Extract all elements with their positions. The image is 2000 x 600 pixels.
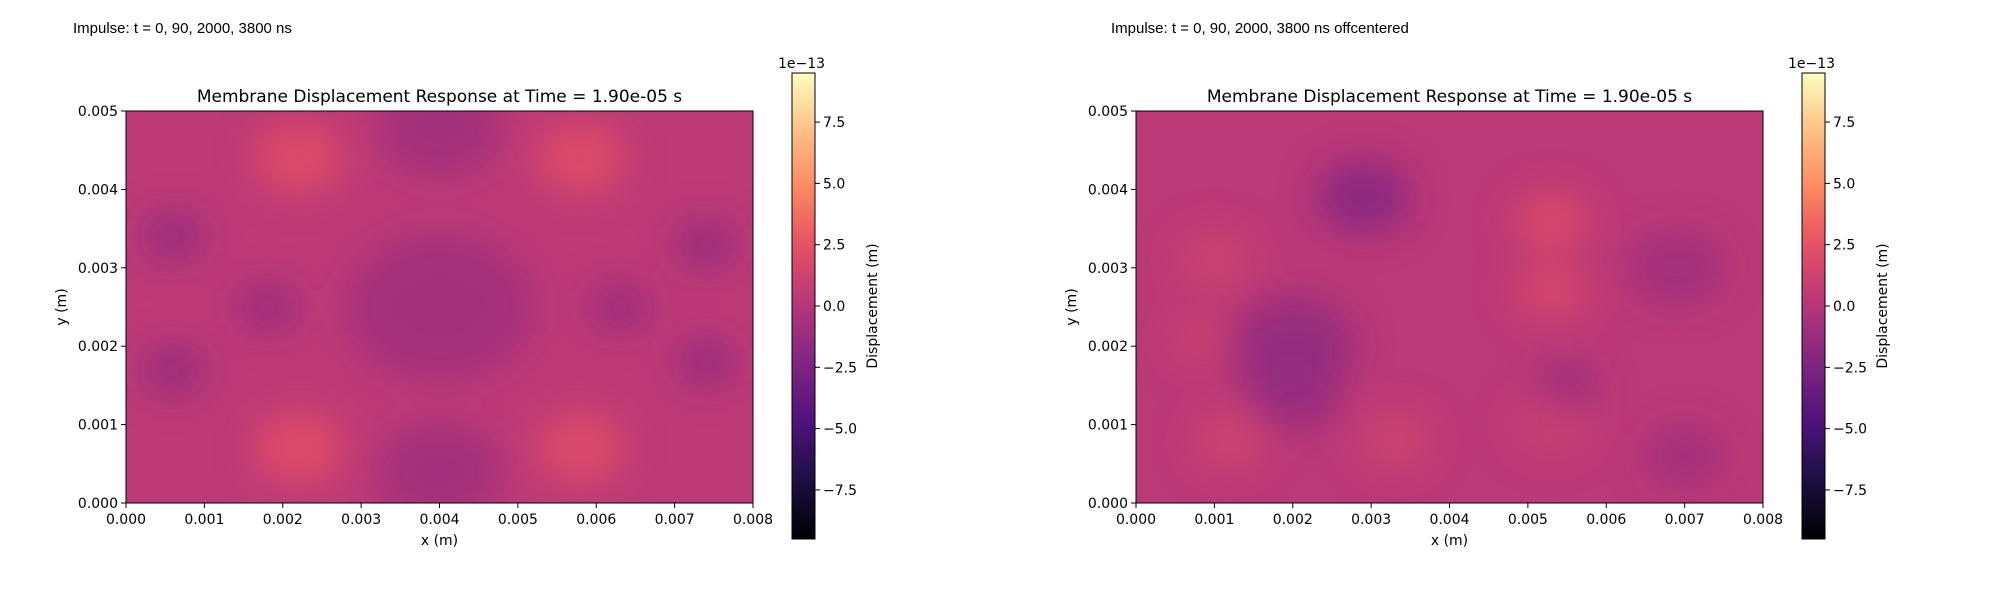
colorbar-label: Displacement (m): [1875, 243, 1891, 368]
y-tick-label: 0.004: [1088, 182, 1128, 198]
colorbar: [1801, 72, 1826, 540]
y-tick-label: 0.002: [78, 339, 118, 355]
panel-right-title: Impulse: t = 0, 90, 2000, 3800 ns offcen…: [1111, 20, 1409, 37]
heatmap-feature: [1355, 409, 1434, 471]
x-tick-label: 0.008: [733, 512, 773, 528]
y-axis-label: y (m): [1064, 288, 1080, 325]
colorbar-tick-label: −7.5: [823, 483, 857, 499]
heatmap-feature: [345, 233, 534, 381]
x-tick-label: 0.003: [341, 512, 381, 528]
y-tick-label: 0.003: [78, 261, 118, 277]
x-tick-label: 0.004: [1429, 512, 1469, 528]
x-axis-label: x (m): [421, 533, 458, 549]
y-tick-label: 0.000: [78, 496, 118, 512]
colorbar-tick-label: 5.0: [1833, 176, 1855, 192]
heatmap-field-0: [126, 111, 753, 503]
heatmap-feature: [376, 422, 503, 503]
x-tick-label: 0.005: [1508, 512, 1548, 528]
colorbar-tick-label: −5.0: [1833, 422, 1867, 438]
colorbar: [791, 72, 816, 540]
x-tick-label: 0.006: [576, 512, 616, 528]
heatmap-feature: [141, 211, 205, 261]
heatmap-feature: [1175, 229, 1254, 291]
y-tick-label: 0.004: [78, 182, 118, 198]
heatmap-feature: [1190, 409, 1270, 471]
panel-left-title: Impulse: t = 0, 90, 2000, 3800 ns: [73, 20, 292, 37]
y-tick-label: 0.003: [1088, 261, 1128, 277]
heatmap-feature: [674, 219, 738, 269]
colorbar-tick-label: 2.5: [1833, 238, 1855, 254]
heatmap-feature: [1512, 190, 1591, 252]
heatmap-feature: [1512, 260, 1591, 322]
colorbar-exponent: 1e−13: [1788, 56, 1835, 72]
x-tick-label: 0.004: [419, 512, 459, 528]
colorbar-tick-label: −2.5: [1833, 360, 1867, 376]
x-axis-label: x (m): [1431, 533, 1468, 549]
heatmap-feature: [251, 411, 346, 485]
x-tick-label: 0.002: [263, 512, 303, 528]
colorbar-tick-label: 0.0: [1833, 299, 1855, 315]
heatmap-feature: [1629, 231, 1724, 305]
y-tick-label: 0.005: [78, 104, 118, 120]
y-tick-label: 0.001: [78, 418, 118, 434]
heatmap-feature: [1645, 425, 1724, 487]
y-tick-label: 0.002: [1088, 339, 1128, 355]
colorbar-label: Displacement (m): [865, 243, 881, 368]
heatmap-feature: [1316, 160, 1411, 234]
heatmap-feature: [1535, 360, 1599, 410]
heatmap-feature: [251, 121, 346, 195]
heatmap-feature: [674, 337, 738, 387]
colorbar-tick-label: −5.0: [823, 422, 857, 438]
colorbar-tick-label: −2.5: [823, 360, 857, 376]
y-axis-label: y (m): [54, 288, 70, 325]
heatmap-field-1: [1136, 111, 1763, 503]
colorbar-tick-label: 0.0: [823, 299, 845, 315]
colorbar-tick-label: 5.0: [823, 176, 845, 192]
x-tick-label: 0.005: [498, 512, 538, 528]
x-tick-label: 0.001: [1194, 512, 1234, 528]
x-tick-label: 0.008: [1743, 512, 1783, 528]
colorbar-tick-label: 2.5: [823, 238, 845, 254]
colorbar-tick-label: 7.5: [1833, 115, 1855, 131]
heatmap-feature: [1167, 313, 1231, 363]
y-tick-label: 0.000: [1088, 496, 1128, 512]
colorbar-tick-label: −7.5: [1833, 483, 1867, 499]
heatmap-feature: [533, 121, 628, 195]
heatmap-feature: [533, 411, 628, 485]
colorbar-tick-label: 7.5: [823, 115, 845, 131]
heatmap-feature: [235, 282, 299, 332]
x-tick-label: 0.006: [1586, 512, 1626, 528]
colorbar-exponent: 1e−13: [778, 56, 825, 72]
heatmap-feature: [588, 282, 652, 332]
heatmap-feature: [376, 111, 503, 176]
x-tick-label: 0.007: [1665, 512, 1705, 528]
y-tick-label: 0.001: [1088, 418, 1128, 434]
x-tick-label: 0.000: [1116, 512, 1156, 528]
x-tick-label: 0.007: [655, 512, 695, 528]
y-tick-label: 0.005: [1088, 104, 1128, 120]
chart-title: Membrane Displacement Response at Time =…: [197, 87, 682, 107]
x-tick-label: 0.002: [1273, 512, 1313, 528]
chart-title: Membrane Displacement Response at Time =…: [1207, 87, 1692, 107]
x-tick-label: 0.003: [1351, 512, 1391, 528]
x-tick-label: 0.000: [106, 512, 146, 528]
heatmap-feature: [141, 345, 205, 395]
x-tick-label: 0.001: [184, 512, 224, 528]
heatmap-feature: [1245, 356, 1340, 430]
